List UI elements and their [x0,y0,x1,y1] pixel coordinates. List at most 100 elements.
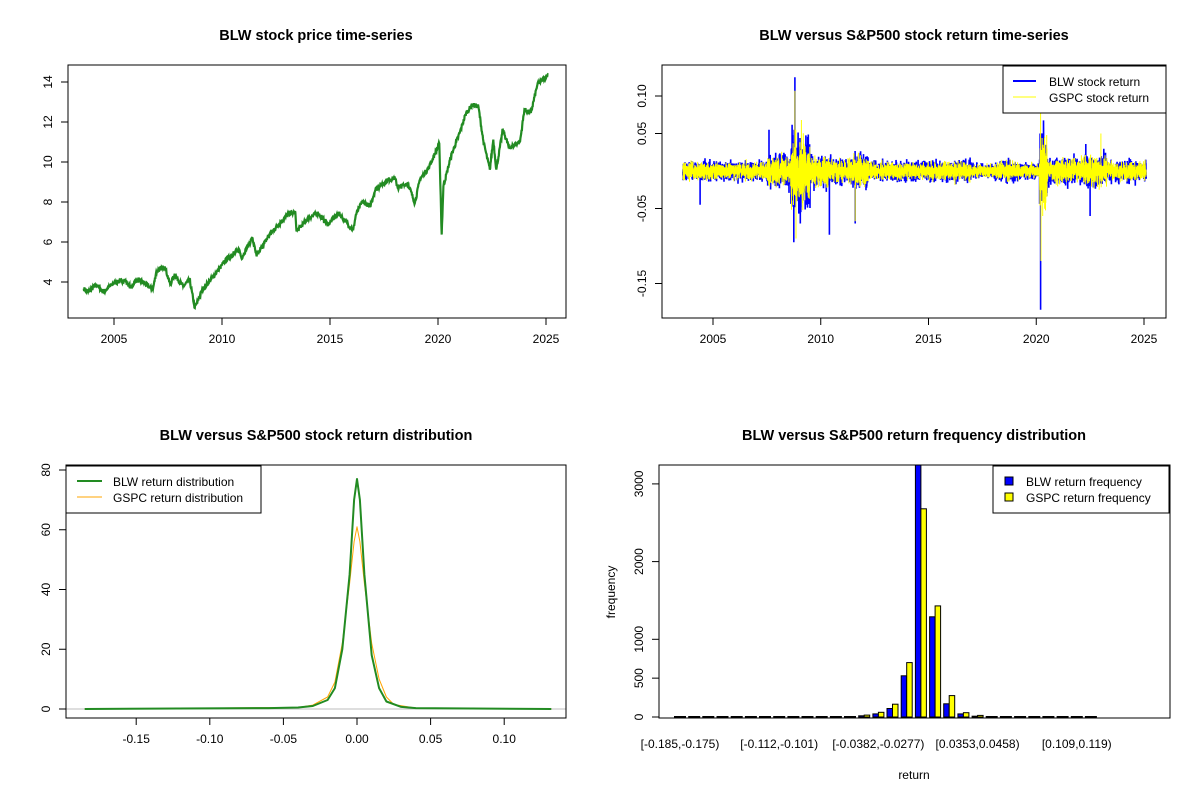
blw-bar [688,716,695,718]
x-tick-label: -0.05 [270,732,298,746]
y-tick-label: -0.05 [635,195,649,223]
chart-title: BLW stock price time-series [219,28,412,44]
gspc-bar [1090,716,1097,718]
blw-bar [914,465,922,718]
x-tick-label: -0.10 [196,732,224,746]
blw-bar [1028,716,1035,718]
gspc-bar [892,703,899,718]
blw-bar [957,713,964,718]
gspc-bar [863,714,871,718]
x-tick-label: 2015 [317,332,344,346]
plot-frame [65,464,567,719]
x-tick-label: [-0.112,-0.101) [740,737,818,751]
gspc-bar [849,716,856,718]
blw-bar [1042,716,1049,718]
y-tick-label: 0.10 [635,84,649,108]
x-tick-label: [0.109,0.119) [1042,737,1112,751]
x-tick-label: 2005 [101,332,128,346]
gspc-bar [1047,716,1055,718]
chart-title: BLW versus S&P500 return frequency distr… [742,428,1086,444]
x-tick-label: 2010 [209,332,236,346]
x-tick-label: [0.0353,0.0458) [936,737,1020,751]
return-density-chart: BLW versus S&P500 stock return distribut… [39,428,567,746]
blw-bar [1014,716,1021,718]
y-tick-label: 3000 [632,470,646,497]
blw-bar [999,716,1007,718]
gspc-bar [948,695,956,718]
gspc-bar [821,716,828,718]
y-tick-label: 40 [39,583,53,597]
blw-bar [971,715,979,718]
legend: BLW stock return GSPC stock return [1002,65,1167,114]
gspc-bar [1076,716,1083,718]
blw-bar [787,716,794,718]
gspc-bar [736,716,743,718]
blw-bar [1070,716,1078,718]
plot-frame [661,64,1167,319]
gspc-bar [906,662,913,718]
legend-swatch-blw [1004,476,1014,486]
chart-title: BLW versus S&P500 stock return time-seri… [759,28,1068,44]
blw-price-line [82,72,549,311]
y-tick-label: 500 [632,668,646,688]
y-tick-label: 4 [41,278,55,285]
y-tick-label: 12 [41,115,55,129]
blw-bar [886,708,893,718]
gspc-bar [1005,716,1012,718]
x-tick-label: 2010 [807,332,834,346]
x-tick-label: 2020 [425,332,452,346]
y-tick-label: 0 [632,713,646,720]
return-histogram-chart: BLW versus S&P500 return frequency distr… [604,428,1171,782]
x-tick-label: [-0.185,-0.175) [641,737,720,751]
return-series [682,77,1147,310]
y-tick-label: 80 [39,463,53,477]
blw-bar [702,716,709,718]
x-tick-label: 0.00 [345,732,369,746]
legend-label: GSPC return distribution [113,491,243,505]
y-tick-label: 10 [41,155,55,169]
blw-bar [730,716,738,718]
gspc-bar [722,716,729,718]
gspc-return-line [682,90,1147,261]
blw-bar [773,716,780,718]
blw-density-line [84,478,552,710]
y-tick-label: 60 [39,523,53,537]
x-tick-label: 2020 [1023,332,1050,346]
blw-bar [1084,716,1092,718]
x-tick-label: 0.10 [493,732,517,746]
y-tick-label: 8 [41,198,55,205]
blw-bar [844,716,851,718]
bars [674,465,1097,718]
return-timeseries-chart: BLW versus S&P500 stock return time-seri… [635,28,1167,346]
legend: BLW return distribution GSPC return dist… [65,465,262,514]
blw-bar [858,715,865,718]
gspc-bar [1062,716,1069,718]
y-tick-label: 14 [41,75,55,89]
legend-label: GSPC return frequency [1026,491,1151,505]
price-chart: BLW stock price time-series 2005 2010 2015… [41,28,567,346]
x-tick-label: 2025 [533,332,560,346]
chart-title: BLW versus S&P500 stock return distribut… [160,428,473,444]
x-tick-label: 2015 [915,332,942,346]
y-tick-label: 6 [41,238,55,245]
x-tick-label: 0.05 [419,732,443,746]
gspc-bar [1019,716,1027,718]
gspc-bar [877,711,885,718]
blw-bar [943,703,950,718]
plot-frame [658,464,1171,719]
y-tick-label: -0.15 [635,270,649,298]
blw-bar [815,716,823,718]
blw-bar [1056,716,1064,718]
legend: BLW return frequency GSPC return frequen… [992,465,1170,514]
gspc-bar [920,508,927,718]
blw-bar [801,716,808,718]
y-tick-label: 0 [39,705,53,712]
y-tick-label: 0.05 [635,121,649,145]
gspc-bar [778,716,786,718]
blw-bar [674,716,681,718]
legend-label: BLW return frequency [1026,475,1142,489]
gspc-density-line [84,526,552,710]
gspc-bar [977,714,984,718]
blw-bar [900,675,908,718]
